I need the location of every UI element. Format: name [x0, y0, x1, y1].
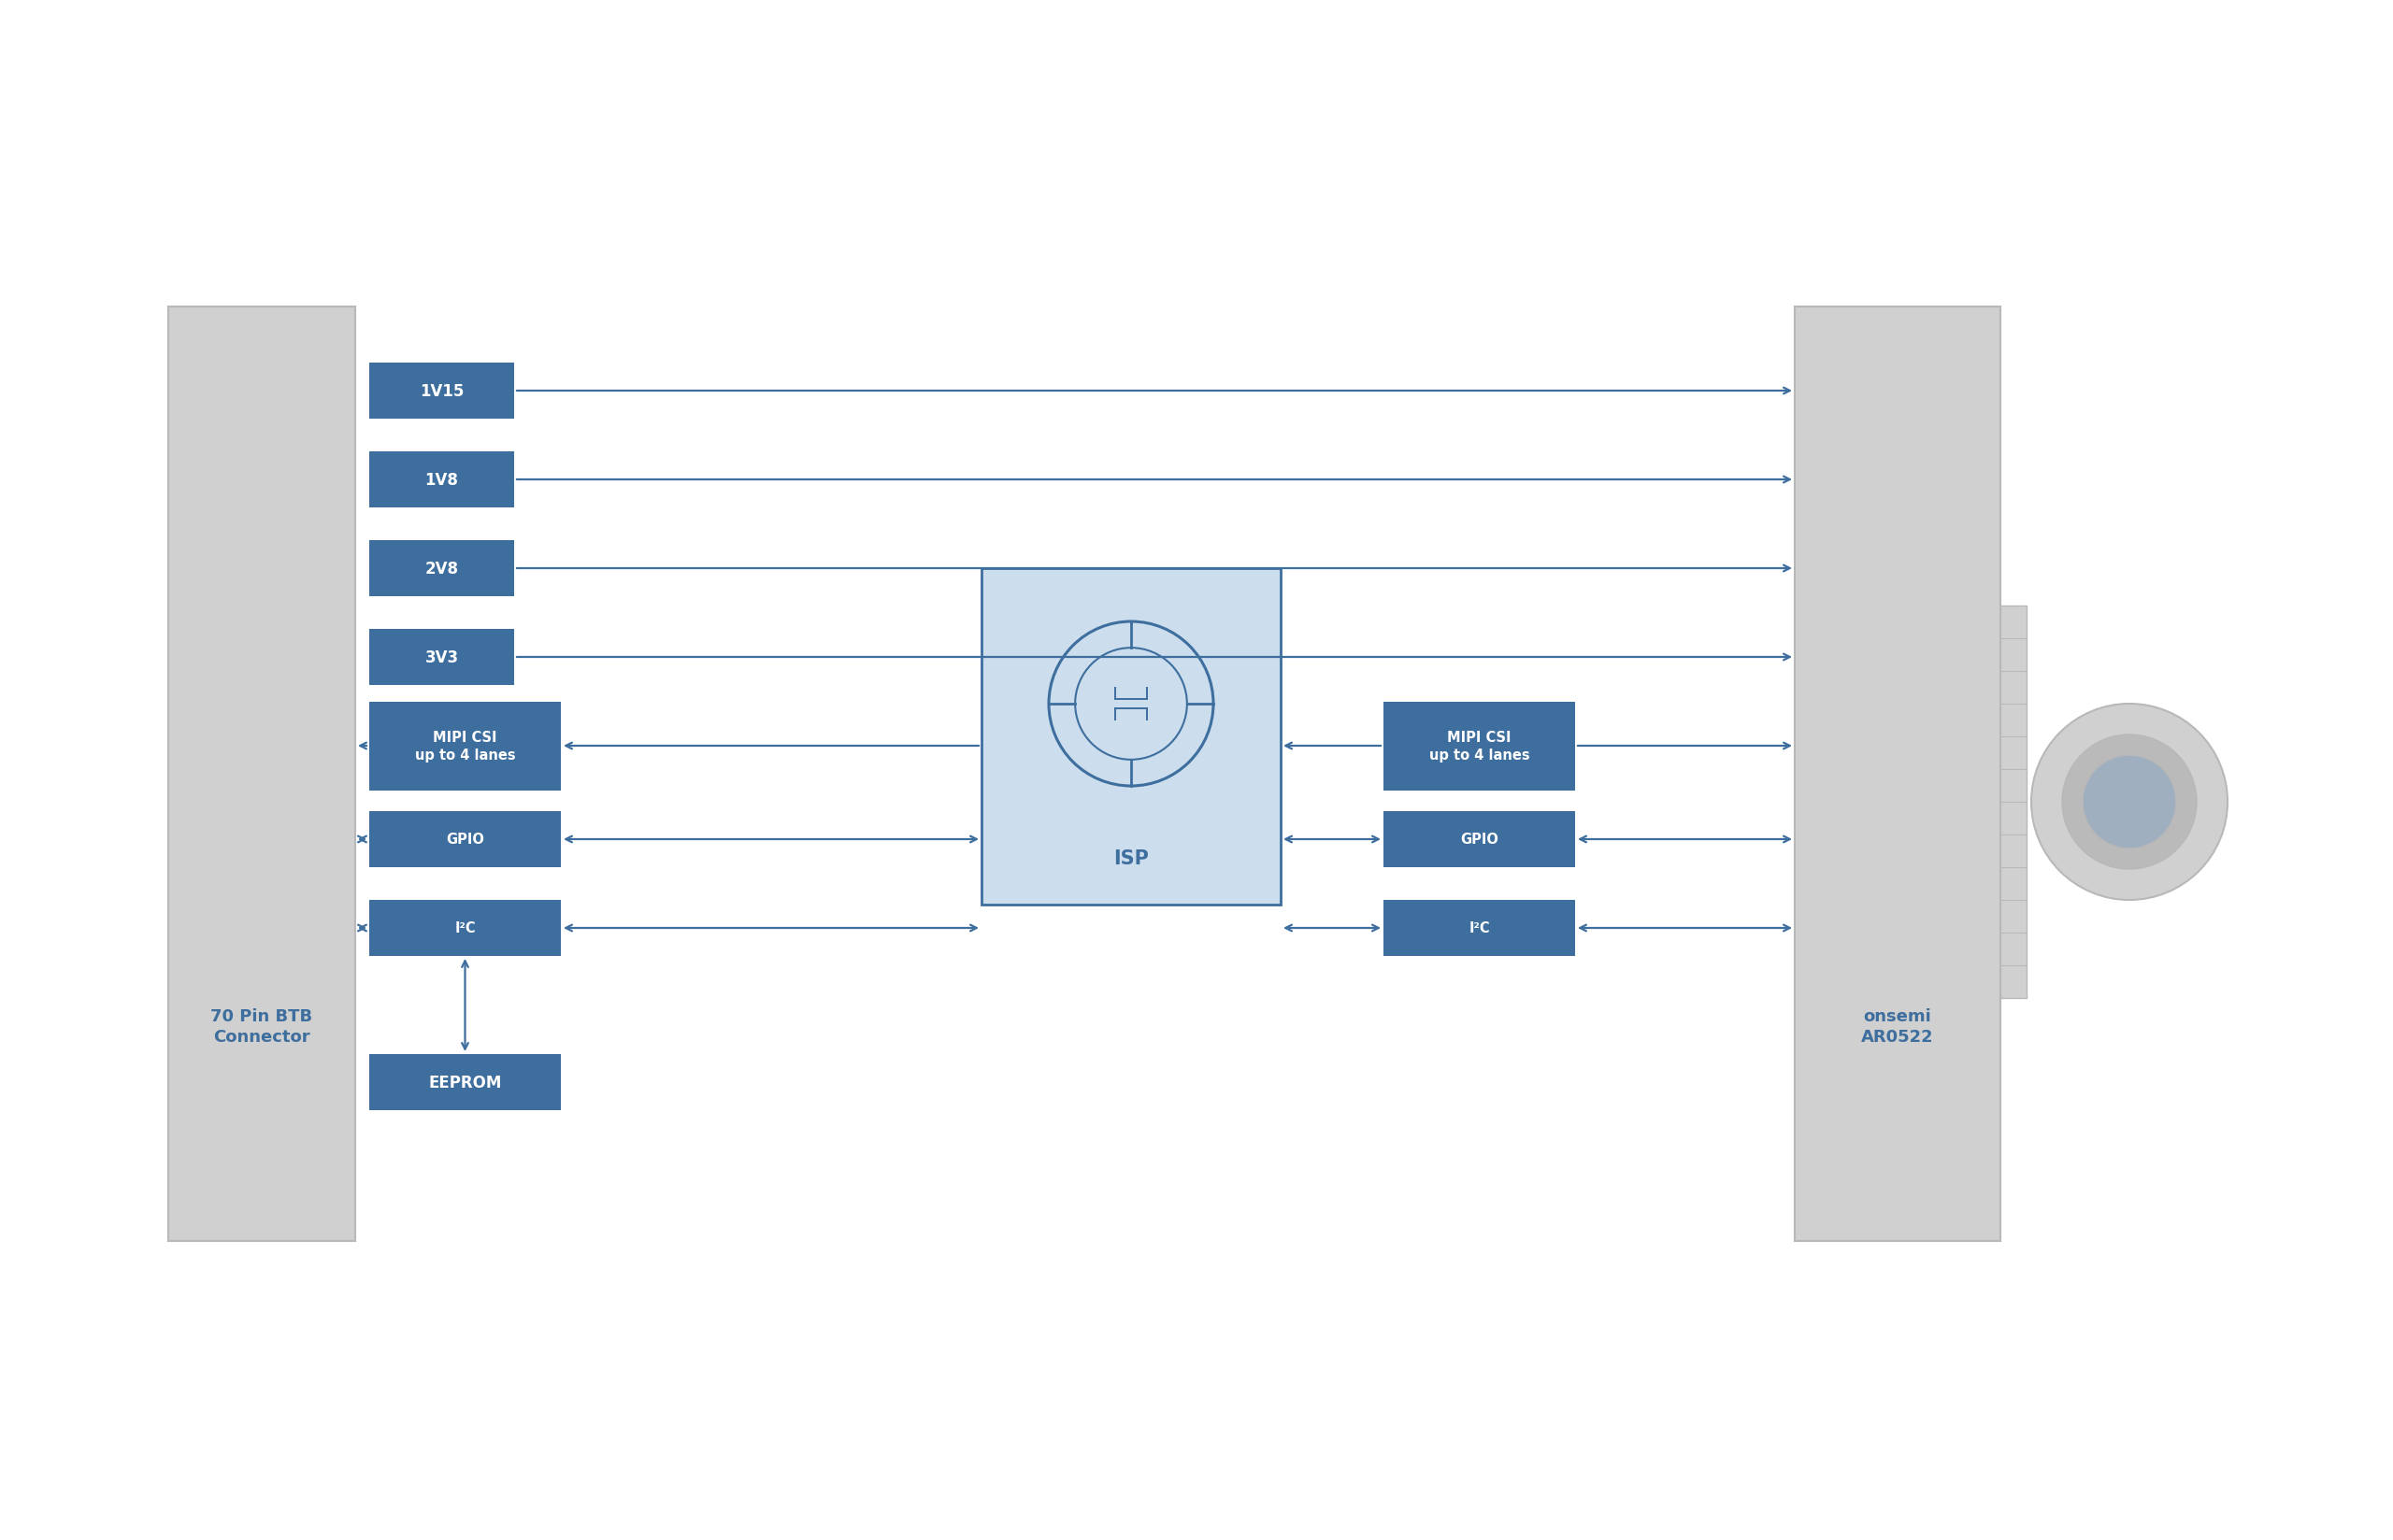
Text: I²C: I²C [1469, 921, 1491, 935]
Bar [369, 1055, 560, 1110]
Bar [2001, 607, 2027, 998]
Text: ISP: ISP [1113, 849, 1149, 867]
Bar [1383, 812, 1575, 867]
Bar [369, 541, 514, 598]
Text: MIPI CSI
up to 4 lanes: MIPI CSI up to 4 lanes [1429, 730, 1529, 762]
Text: 70 Pin BTB
Connector: 70 Pin BTB Connector [211, 1007, 313, 1046]
Text: MIPI CSI
up to 4 lanes: MIPI CSI up to 4 lanes [414, 730, 514, 762]
Bar [369, 812, 560, 867]
Text: 1V8: 1V8 [426, 471, 459, 488]
Text: EEPROM: EEPROM [428, 1073, 503, 1090]
Text: 3V3: 3V3 [426, 648, 459, 665]
Bar [369, 901, 560, 956]
Bar [981, 568, 1280, 906]
Text: GPIO: GPIO [1460, 833, 1498, 847]
Bar [1383, 702, 1575, 790]
Circle shape [2063, 735, 2197, 870]
Bar [369, 453, 514, 508]
Text: onsemi
AR0522: onsemi AR0522 [1862, 1007, 1934, 1046]
Bar [369, 630, 514, 685]
Text: 1V15: 1V15 [419, 383, 464, 400]
Text: GPIO: GPIO [445, 833, 483, 847]
Bar [1383, 901, 1575, 956]
Bar [369, 702, 560, 790]
Circle shape [2082, 756, 2175, 849]
Text: 2V8: 2V8 [426, 561, 459, 578]
Text: I²C: I²C [455, 921, 476, 935]
Bar [1795, 308, 2001, 1241]
Circle shape [2032, 704, 2228, 901]
Bar [369, 363, 514, 419]
Bar [168, 308, 354, 1241]
